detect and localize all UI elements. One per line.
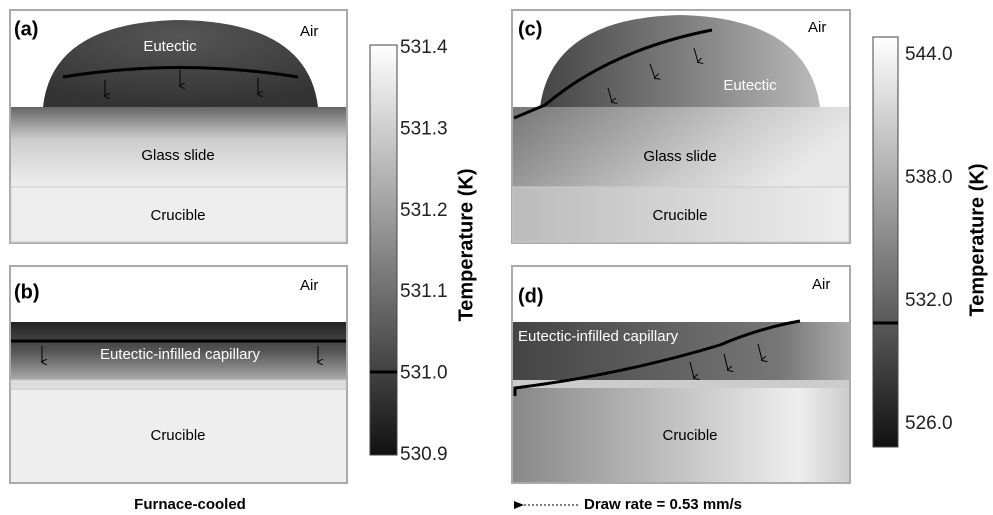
colorbar-1: Temperature (K) — [369, 44, 477, 456]
region-label: Glass slide — [643, 148, 716, 165]
solidification-front — [513, 319, 801, 396]
colorbar-2: Temperature (K) — [872, 36, 988, 448]
colorbar-tick-label: 531.2 — [400, 200, 448, 221]
colorbar-tick-label: 538.0 — [905, 167, 953, 188]
region-label: Crucible — [150, 427, 205, 444]
air-label: Air — [300, 23, 318, 40]
region-label: Glass slide — [141, 147, 214, 164]
panel-label: (c) — [518, 18, 542, 40]
panel-a: (a) Air Eutectic Glass slide Crucible — [9, 9, 348, 244]
colorbar-ticks: 531.4 531.3 531.2 531.1 531.0 530.9 544.0 538.0… — [400, 37, 953, 465]
colorbar-tick-label: 544.0 — [905, 44, 953, 65]
panel-b: (b) Air Eutectic-infilled capillary Cruc… — [9, 265, 348, 484]
colorbar-tick-label: 531.3 — [400, 118, 448, 139]
panel-label: (a) — [14, 18, 38, 40]
region-label: Eutectic-infilled capillary — [518, 328, 679, 345]
colorbar-tick-label: 531.0 — [400, 363, 448, 384]
solidification-front — [513, 28, 713, 120]
colorbar-tick-label: 530.9 — [400, 444, 448, 465]
region-label: Crucible — [652, 207, 707, 224]
colorbar-tick-label: 526.0 — [905, 413, 953, 434]
colorbar-tick-label: 532.0 — [905, 290, 953, 311]
region-label: Crucible — [662, 427, 717, 444]
colorbar-title: Temperature (K) — [455, 169, 477, 322]
caption: Furnace-cooled — [134, 496, 246, 513]
panel-d: (d) Air Eutectic-infilled capillary Cruc… — [511, 265, 851, 484]
region-label: Eutectic — [723, 77, 777, 94]
colorbar-tick-label: 531.4 — [400, 37, 448, 58]
solidification-front — [62, 66, 299, 79]
air-label: Air — [812, 276, 830, 293]
panel-c: (c) Air Eutectic Glass slide Crucible — [511, 9, 851, 244]
region-label: Eutectic-infilled capillary — [100, 346, 261, 363]
panel-label: (d) — [518, 285, 544, 307]
colorbar-tick-label: 531.1 — [400, 281, 448, 302]
colorbar-title: Temperature (K) — [966, 164, 988, 317]
caption: Draw rate = 0.53 mm/s — [584, 496, 742, 513]
region-label: Crucible — [150, 207, 205, 224]
panel-label: (b) — [14, 281, 40, 303]
air-label: Air — [300, 277, 318, 294]
region-label: Eutectic — [143, 38, 197, 55]
air-label: Air — [808, 19, 826, 36]
